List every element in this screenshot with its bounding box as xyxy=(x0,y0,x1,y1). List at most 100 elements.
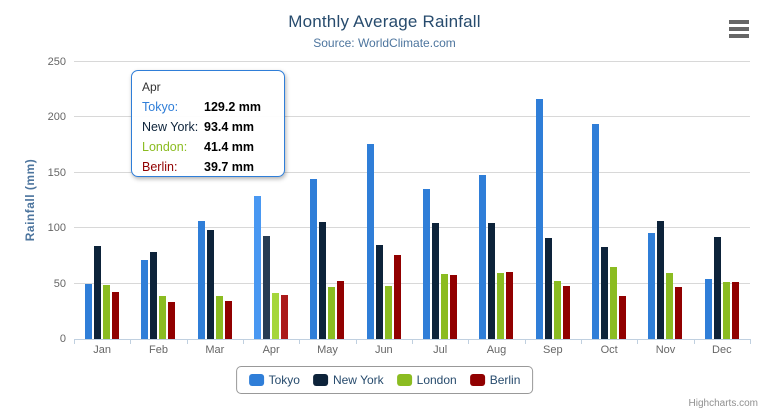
category-group-jan xyxy=(74,62,130,339)
legend-label: Berlin xyxy=(489,373,521,387)
bar-berlin-jul[interactable] xyxy=(450,275,458,339)
bar-london-aug[interactable] xyxy=(497,273,505,339)
bar-new-york-mar[interactable] xyxy=(206,229,214,339)
bar-tokyo-jun[interactable] xyxy=(366,144,374,339)
chart-subtitle: Source: WorldClimate.com xyxy=(313,36,456,50)
bar-new-york-jul[interactable] xyxy=(432,222,440,339)
tooltip-row-new-york: New York: 93.4 mm xyxy=(142,117,276,137)
export-menu-button[interactable] xyxy=(729,20,751,38)
category-group-dec xyxy=(694,62,750,339)
bar-new-york-sep[interactable] xyxy=(544,238,552,339)
bar-london-sep[interactable] xyxy=(553,280,561,339)
x-axis-tick xyxy=(581,339,582,344)
gridline xyxy=(74,61,750,62)
tooltip-series-value: 93.4 mm xyxy=(204,120,255,134)
tooltip-row-london: London: 41.4 mm xyxy=(142,137,276,157)
bar-berlin-apr[interactable] xyxy=(281,295,289,339)
bar-tokyo-feb[interactable] xyxy=(141,259,149,339)
bar-new-york-oct[interactable] xyxy=(601,246,609,339)
bar-tokyo-oct[interactable] xyxy=(592,123,600,339)
bar-new-york-jun[interactable] xyxy=(375,245,383,339)
bar-london-nov[interactable] xyxy=(666,273,674,339)
plot-area xyxy=(74,61,750,340)
bar-new-york-may[interactable] xyxy=(319,221,327,339)
x-axis-tick xyxy=(750,339,751,344)
legend-symbol-icon xyxy=(312,374,328,386)
x-axis-tick xyxy=(355,339,357,344)
bar-berlin-sep[interactable] xyxy=(562,286,570,339)
x-axis-tick xyxy=(299,339,301,344)
bar-tokyo-apr[interactable] xyxy=(254,195,262,339)
bar-tokyo-mar[interactable] xyxy=(197,221,205,339)
x-axis-label-nov: Nov xyxy=(655,344,676,356)
bar-new-york-aug[interactable] xyxy=(488,223,496,339)
x-axis-label-sep: Sep xyxy=(543,344,563,356)
y-axis-label: 250 xyxy=(47,56,66,68)
x-axis-tick xyxy=(186,339,188,344)
hamburger-icon xyxy=(729,34,749,38)
category-group-mar xyxy=(187,62,243,339)
bar-tokyo-aug[interactable] xyxy=(479,174,487,339)
category-group-aug xyxy=(468,62,524,339)
bar-london-jan[interactable] xyxy=(103,284,111,339)
legend-label: Tokyo xyxy=(268,373,300,387)
gridline xyxy=(74,116,750,118)
tooltip-row-berlin: Berlin: 39.7 mm xyxy=(142,157,276,177)
tooltip-series-label: Berlin: xyxy=(142,160,178,174)
bar-tokyo-nov[interactable] xyxy=(648,233,656,339)
x-axis-tick xyxy=(243,339,244,344)
legend-item-tokyo[interactable]: Tokyo xyxy=(248,373,300,387)
bar-berlin-feb[interactable] xyxy=(168,302,176,339)
y-axis-label: 150 xyxy=(47,166,66,179)
bar-london-mar[interactable] xyxy=(215,295,223,339)
legend-label: New York xyxy=(332,373,384,387)
tooltip-series-value: 39.7 mm xyxy=(204,160,255,174)
legend-symbol-icon xyxy=(469,374,485,386)
legend-item-new-york[interactable]: New York xyxy=(312,373,384,387)
bar-berlin-oct[interactable] xyxy=(619,295,627,339)
bar-london-jul[interactable] xyxy=(441,273,449,339)
bar-new-york-jan[interactable] xyxy=(94,246,102,339)
bar-new-york-feb[interactable] xyxy=(150,251,158,339)
bar-london-apr[interactable] xyxy=(272,293,280,339)
tooltip-row-tokyo: Tokyo: 129.2 mm xyxy=(142,97,276,117)
category-group-sep xyxy=(525,62,581,339)
legend-item-berlin[interactable]: Berlin xyxy=(469,373,521,387)
bar-berlin-jun[interactable] xyxy=(393,255,401,339)
bar-london-may[interactable] xyxy=(328,286,336,339)
bar-berlin-aug[interactable] xyxy=(506,272,514,339)
bar-london-jun[interactable] xyxy=(384,285,392,339)
gridline xyxy=(74,282,750,284)
bar-tokyo-may[interactable] xyxy=(310,179,318,339)
bar-tokyo-sep[interactable] xyxy=(535,99,543,339)
bar-berlin-dec[interactable] xyxy=(731,282,739,339)
x-axis-label-jan: Jan xyxy=(93,344,112,356)
bar-tokyo-jan[interactable] xyxy=(85,283,93,339)
bar-berlin-may[interactable] xyxy=(337,280,345,339)
tooltip-series-label: Tokyo: xyxy=(142,100,179,114)
tooltip-series-value: 129.2 mm xyxy=(204,100,261,114)
bar-berlin-jan[interactable] xyxy=(112,292,120,339)
x-axis-label-feb: Feb xyxy=(149,344,168,356)
x-axis-label-aug: Aug xyxy=(486,344,507,356)
category-group-feb xyxy=(130,62,186,339)
bar-berlin-mar[interactable] xyxy=(224,300,232,339)
bar-new-york-dec[interactable] xyxy=(713,236,721,339)
bar-london-dec[interactable] xyxy=(722,282,730,339)
bar-berlin-nov[interactable] xyxy=(675,287,683,339)
bar-london-oct[interactable] xyxy=(610,266,618,339)
tooltip-series-label: London: xyxy=(142,140,188,154)
bar-tokyo-jul[interactable] xyxy=(423,188,431,339)
x-axis-tick xyxy=(637,339,639,344)
bar-london-feb[interactable] xyxy=(159,296,167,339)
credits-link[interactable]: Highcharts.com xyxy=(688,398,758,409)
bar-tokyo-dec[interactable] xyxy=(704,278,712,339)
y-axis-label: 0 xyxy=(59,333,66,345)
legend-item-london[interactable]: London xyxy=(396,373,457,387)
legend-label: London xyxy=(416,373,457,387)
chart-title: Monthly Average Rainfall xyxy=(288,12,481,31)
bar-new-york-apr[interactable] xyxy=(263,235,271,339)
x-axis-tick xyxy=(412,339,413,344)
bar-new-york-nov[interactable] xyxy=(657,220,665,339)
category-group-jun xyxy=(356,62,412,339)
